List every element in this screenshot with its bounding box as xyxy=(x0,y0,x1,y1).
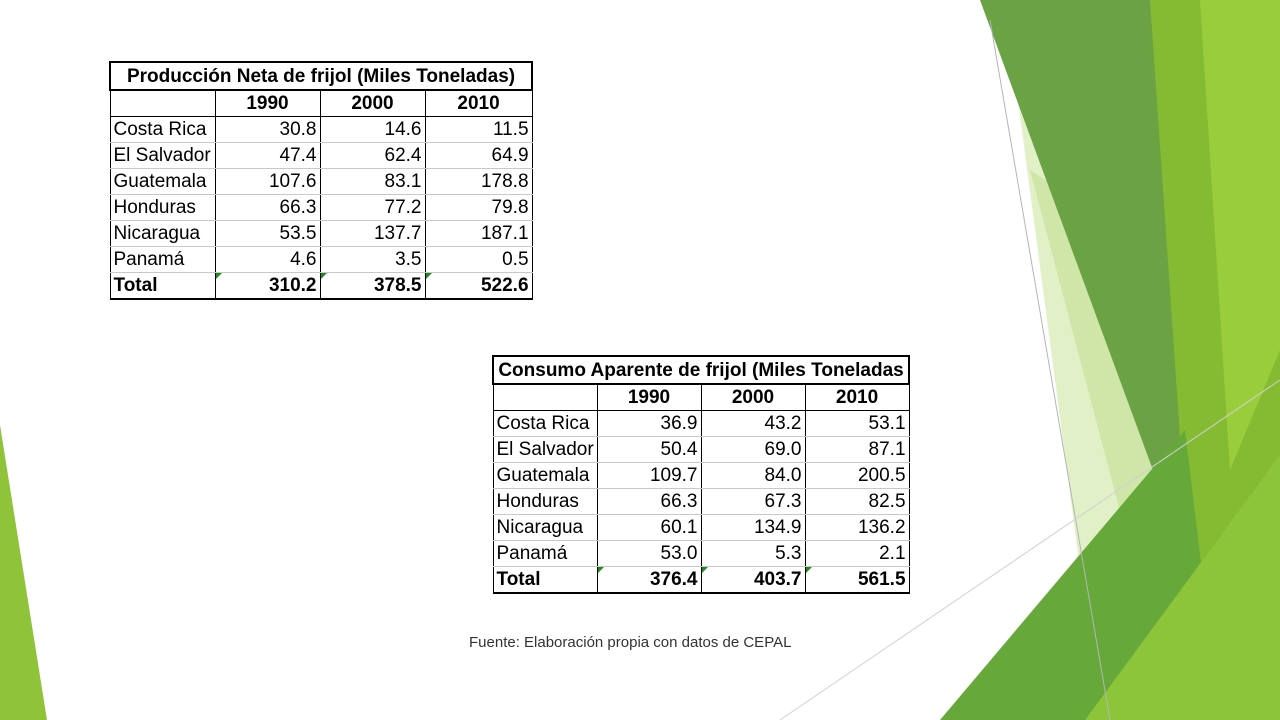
decor-left-triangle xyxy=(0,425,47,720)
table-row: Honduras 66.3 77.2 79.8 xyxy=(109,194,533,221)
year-header: 1990 xyxy=(214,89,321,117)
value-cell: 53.5 xyxy=(214,220,321,247)
country-label: Honduras xyxy=(492,488,598,515)
value-cell: 11.5 xyxy=(424,116,533,143)
value-cell: 5.3 xyxy=(700,540,806,567)
value-cell: 67.3 xyxy=(700,488,806,515)
value-cell: 178.8 xyxy=(424,168,533,195)
decor-bottom-bright xyxy=(1085,455,1280,720)
value-cell: 109.7 xyxy=(596,462,702,489)
year-header: 2000 xyxy=(700,383,806,411)
table-row: Panamá 4.6 3.5 0.5 xyxy=(109,246,533,273)
production-table-title: Producción Neta de frijol (Miles Tonelad… xyxy=(108,61,534,91)
value-cell: 82.5 xyxy=(804,488,910,515)
value-cell: 50.4 xyxy=(596,436,702,463)
source-note: Fuente: Elaboración propia con datos de … xyxy=(469,634,792,651)
country-label: Panamá xyxy=(109,246,216,273)
total-row: Total 310.2 378.5 522.6 xyxy=(109,272,533,300)
country-label: Nicaragua xyxy=(492,514,598,541)
table-row: Guatemala 109.7 84.0 200.5 xyxy=(492,462,910,489)
year-header: 2000 xyxy=(319,89,426,117)
total-label: Total xyxy=(109,272,216,300)
value-cell: 64.9 xyxy=(424,142,533,169)
table-row: Nicaragua 53.5 137.7 187.1 xyxy=(109,220,533,247)
value-cell: 87.1 xyxy=(804,436,910,463)
value-cell: 36.9 xyxy=(596,410,702,437)
decor-line-1 xyxy=(989,19,1111,720)
total-value: 561.5 xyxy=(804,566,910,594)
table-row: Nicaragua 60.1 134.9 136.2 xyxy=(492,514,910,541)
value-cell: 107.6 xyxy=(214,168,321,195)
table-row: Guatemala 107.6 83.1 178.8 xyxy=(109,168,533,195)
value-cell: 69.0 xyxy=(700,436,806,463)
value-cell: 53.0 xyxy=(596,540,702,567)
country-label: Nicaragua xyxy=(109,220,216,247)
year-header-blank xyxy=(492,383,598,411)
total-value: 522.6 xyxy=(424,272,533,300)
table-row: Honduras 66.3 67.3 82.5 xyxy=(492,488,910,515)
total-label: Total xyxy=(492,566,598,594)
decor-bright-band xyxy=(1200,0,1280,470)
table-row: El Salvador 47.4 62.4 64.9 xyxy=(109,142,533,169)
table-row: Costa Rica 30.8 14.6 11.5 xyxy=(109,116,533,143)
country-label: El Salvador xyxy=(492,436,598,463)
value-cell: 77.2 xyxy=(319,194,426,221)
value-cell: 47.4 xyxy=(214,142,321,169)
value-cell: 66.3 xyxy=(214,194,321,221)
value-cell: 79.8 xyxy=(424,194,533,221)
value-cell: 84.0 xyxy=(700,462,806,489)
year-header: 1990 xyxy=(596,383,702,411)
total-value: 310.2 xyxy=(214,272,321,300)
total-value: 376.4 xyxy=(596,566,702,594)
value-cell: 30.8 xyxy=(214,116,321,143)
value-cell: 4.6 xyxy=(214,246,321,273)
value-cell: 14.6 xyxy=(319,116,426,143)
production-table: Producción Neta de frijol (Miles Tonelad… xyxy=(108,61,534,300)
value-cell: 43.2 xyxy=(700,410,806,437)
decor-line-2 xyxy=(779,379,1280,720)
value-cell: 60.1 xyxy=(596,514,702,541)
year-header: 2010 xyxy=(424,89,533,117)
country-label: Honduras xyxy=(109,194,216,221)
country-label: Guatemala xyxy=(492,462,598,489)
year-header-blank xyxy=(109,89,216,117)
country-label: Costa Rica xyxy=(492,410,598,437)
table-row: Costa Rica 36.9 43.2 53.1 xyxy=(492,410,910,437)
value-cell: 83.1 xyxy=(319,168,426,195)
consumption-table: Consumo Aparente de frijol (Miles Tonela… xyxy=(491,355,911,594)
value-cell: 0.5 xyxy=(424,246,533,273)
country-label: Costa Rica xyxy=(109,116,216,143)
country-label: Panamá xyxy=(492,540,598,567)
value-cell: 66.3 xyxy=(596,488,702,515)
country-label: El Salvador xyxy=(109,142,216,169)
value-cell: 200.5 xyxy=(804,462,910,489)
total-value: 403.7 xyxy=(700,566,806,594)
total-row: Total 376.4 403.7 561.5 xyxy=(492,566,910,594)
year-header: 2010 xyxy=(804,383,910,411)
total-value: 378.5 xyxy=(319,272,426,300)
value-cell: 136.2 xyxy=(804,514,910,541)
country-label: Guatemala xyxy=(109,168,216,195)
value-cell: 137.7 xyxy=(319,220,426,247)
decor-dark-band xyxy=(980,0,1200,530)
value-cell: 62.4 xyxy=(319,142,426,169)
value-cell: 2.1 xyxy=(804,540,910,567)
value-cell: 134.9 xyxy=(700,514,806,541)
value-cell: 3.5 xyxy=(319,246,426,273)
consumption-table-title: Consumo Aparente de frijol (Miles Tonela… xyxy=(491,355,911,385)
value-cell: 53.1 xyxy=(804,410,910,437)
table-row: El Salvador 50.4 69.0 87.1 xyxy=(492,436,910,463)
value-cell: 187.1 xyxy=(424,220,533,247)
table-row: Panamá 53.0 5.3 2.1 xyxy=(492,540,910,567)
